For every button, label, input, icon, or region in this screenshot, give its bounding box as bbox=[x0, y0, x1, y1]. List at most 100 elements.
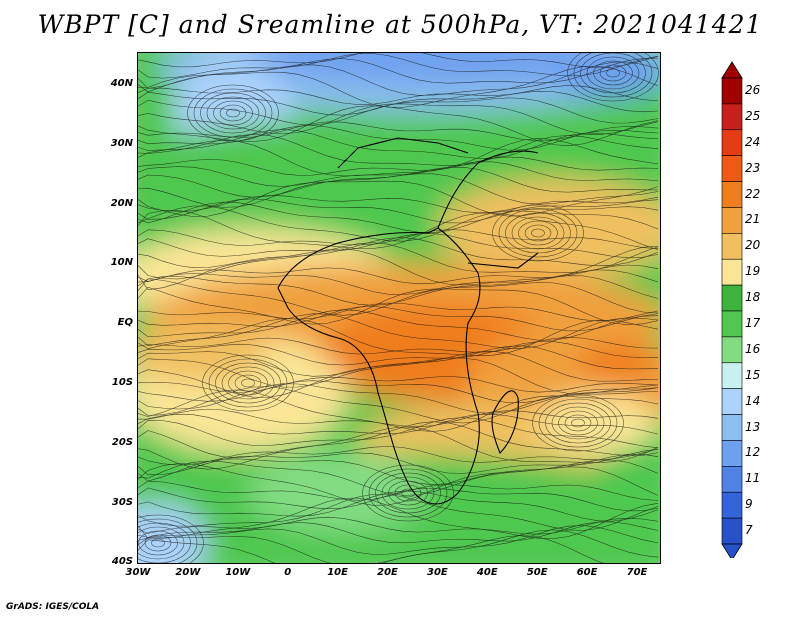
streamline bbox=[138, 389, 659, 432]
streamline bbox=[138, 286, 659, 326]
vortex-ring bbox=[532, 394, 624, 452]
vortex-ring bbox=[241, 378, 255, 388]
streamline bbox=[138, 180, 659, 217]
vortex-ring bbox=[202, 354, 294, 412]
lat-tick-label: 10S bbox=[111, 377, 133, 388]
vortex-ring bbox=[215, 362, 281, 404]
colorbar-swatch bbox=[721, 103, 743, 131]
vortex-ring bbox=[138, 526, 185, 560]
streamline bbox=[138, 242, 659, 280]
vortex-ring bbox=[567, 53, 659, 102]
colorbar-level-label: 19 bbox=[745, 264, 761, 279]
streamline bbox=[138, 535, 604, 563]
streamline bbox=[138, 210, 659, 251]
streamline bbox=[138, 229, 659, 249]
colorbar-level-label: 15 bbox=[745, 367, 761, 382]
streamline bbox=[138, 61, 659, 96]
streamline bbox=[138, 309, 659, 341]
streamline bbox=[138, 245, 659, 290]
vortex-ring bbox=[599, 64, 627, 82]
streamline bbox=[138, 408, 659, 427]
vortex-ring bbox=[368, 468, 448, 518]
streamline bbox=[138, 521, 659, 544]
lat-tick-label: 30N bbox=[110, 137, 133, 149]
lat-tick-label: 40N bbox=[110, 78, 133, 89]
colorbar-swatch bbox=[721, 181, 743, 208]
colorbar-level-label: 16 bbox=[745, 341, 761, 356]
wbpt-field bbox=[138, 53, 660, 563]
streamline bbox=[138, 129, 659, 159]
colorbar-level-label: 22 bbox=[745, 186, 761, 201]
colorbar-level-label: 11 bbox=[745, 471, 761, 486]
streamline bbox=[138, 156, 659, 176]
colorbar-swatch bbox=[721, 362, 743, 389]
colorbar-swatch bbox=[721, 233, 743, 260]
lon-tick-label: 0 bbox=[284, 567, 292, 578]
colorbar-level-label: 12 bbox=[745, 445, 761, 460]
streamline bbox=[138, 53, 659, 79]
vortex-ring bbox=[571, 418, 585, 428]
streamline bbox=[138, 421, 659, 458]
colorbar-swatch bbox=[721, 129, 743, 156]
colorbar-swatch bbox=[721, 336, 743, 364]
streamline bbox=[138, 341, 659, 366]
vortex-ring bbox=[234, 374, 262, 392]
weather-map bbox=[137, 52, 661, 564]
streamline bbox=[138, 446, 659, 466]
map-canvas bbox=[138, 53, 660, 563]
colorbar-swatch bbox=[721, 491, 743, 519]
streamline bbox=[138, 516, 659, 535]
streamline bbox=[138, 58, 659, 89]
vortex-ring bbox=[538, 398, 618, 448]
colorbar-swatch bbox=[721, 517, 743, 545]
streamline bbox=[138, 161, 659, 187]
vortex-ring bbox=[219, 104, 247, 122]
vortex-ring bbox=[545, 402, 611, 444]
vortex-ring bbox=[498, 208, 578, 258]
vortex-ring bbox=[206, 96, 260, 130]
vortex-ring bbox=[151, 538, 165, 548]
streamline bbox=[138, 497, 659, 539]
streamline bbox=[138, 454, 659, 485]
vortex-ring bbox=[394, 484, 422, 502]
colorbar-swatch bbox=[721, 414, 743, 441]
streamline bbox=[138, 269, 659, 295]
vortex-ring bbox=[138, 530, 178, 556]
colorbar-max-arrow bbox=[721, 61, 743, 79]
vortex-ring bbox=[558, 410, 598, 436]
coastlines bbox=[277, 137, 539, 505]
vortex-ring bbox=[606, 68, 620, 78]
colorbar-swatch bbox=[721, 258, 743, 286]
streamline bbox=[138, 65, 659, 108]
vortex-ring bbox=[228, 370, 268, 396]
map-title: WBPT [C] and Sreamline at 500hPa, VT: 20… bbox=[37, 10, 763, 39]
streamline bbox=[138, 313, 659, 349]
colorbar-swatch bbox=[721, 77, 743, 105]
lon-tick-label: 20E bbox=[377, 567, 398, 578]
streamline bbox=[138, 85, 659, 105]
streamline bbox=[138, 195, 659, 214]
vortex-ring bbox=[381, 476, 435, 510]
colorbar-level-label: 18 bbox=[745, 290, 761, 305]
streamline bbox=[138, 105, 659, 146]
streamline bbox=[138, 201, 659, 233]
lat-tick-label: 20N bbox=[110, 197, 133, 209]
vortex-ring bbox=[551, 406, 605, 440]
lat-tick-label: 30S bbox=[111, 496, 133, 508]
vortex-ring bbox=[375, 472, 441, 514]
streamline bbox=[138, 480, 659, 501]
vortex-ring bbox=[524, 224, 552, 242]
colorbar-level-label: 26 bbox=[745, 82, 761, 97]
streamline bbox=[138, 205, 659, 242]
streamline bbox=[138, 490, 659, 522]
streamline bbox=[138, 53, 659, 69]
streamline bbox=[138, 121, 659, 142]
colorbar-min-arrow bbox=[721, 543, 743, 558]
colorbar-level-label: 21 bbox=[745, 212, 761, 227]
streamlines bbox=[138, 53, 659, 563]
streamline bbox=[138, 302, 659, 322]
lon-tick-label: 10W bbox=[225, 567, 251, 578]
vortex-ring bbox=[213, 100, 253, 126]
lon-tick-label: 30W bbox=[125, 567, 151, 578]
streamline bbox=[138, 386, 659, 424]
